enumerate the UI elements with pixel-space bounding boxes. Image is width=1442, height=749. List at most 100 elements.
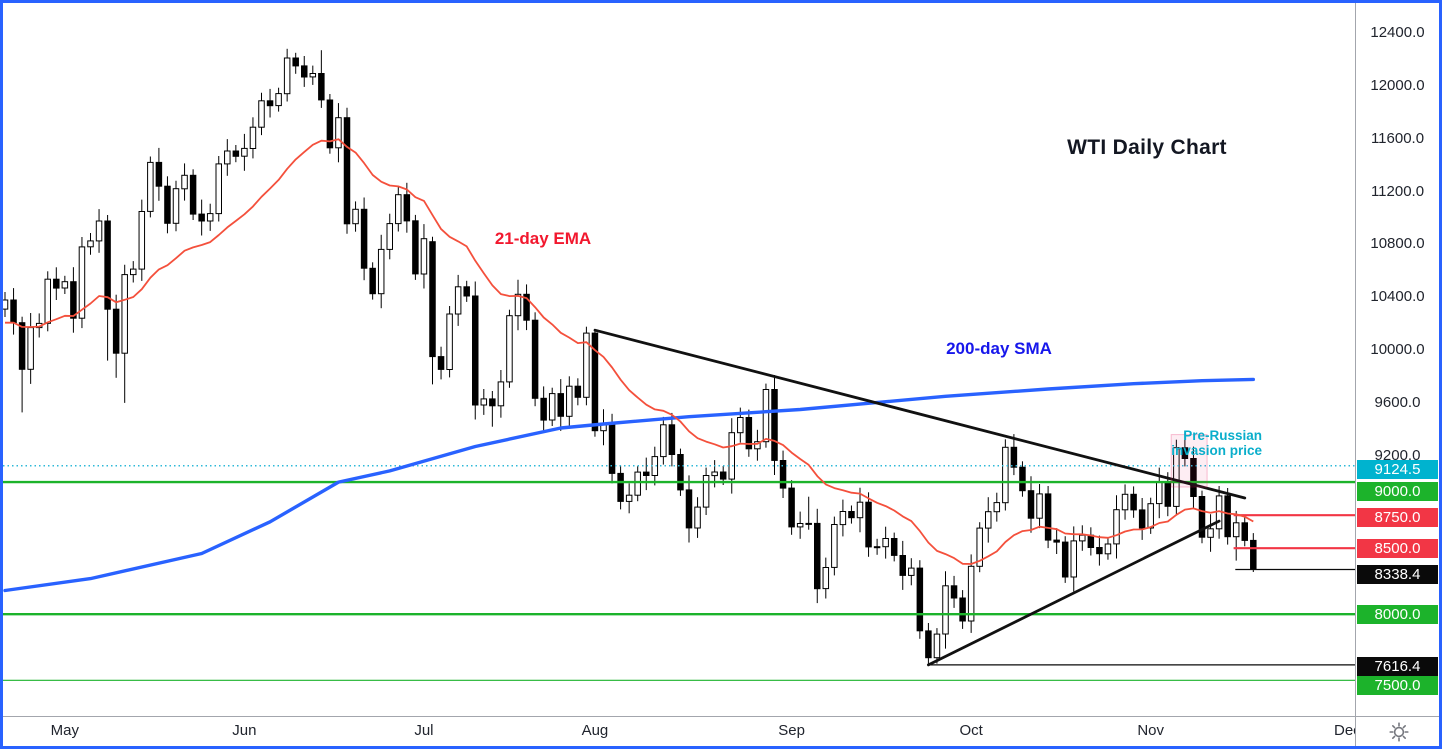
descending-trendline[interactable] bbox=[593, 328, 1247, 500]
candle-down bbox=[1198, 496, 1206, 538]
candle-up bbox=[1173, 447, 1180, 507]
candle-up bbox=[454, 286, 462, 315]
candle-down bbox=[301, 65, 308, 78]
ascending-trendline[interactable] bbox=[927, 519, 1221, 667]
candle-up bbox=[711, 471, 718, 477]
candle-down bbox=[1130, 493, 1137, 511]
candle-up bbox=[967, 565, 975, 622]
price-label-8000.0: 8000.0 bbox=[1357, 604, 1438, 624]
candle-up bbox=[831, 524, 838, 568]
candle-up bbox=[822, 567, 830, 590]
candle-down bbox=[1224, 495, 1231, 538]
candle-down bbox=[369, 267, 376, 295]
candle-up bbox=[548, 393, 556, 421]
candle-up bbox=[147, 161, 154, 212]
candle-down bbox=[155, 161, 163, 187]
y-axis-tick-11200: 11200.0 bbox=[1370, 182, 1425, 200]
price-axis[interactable]: 12400.0 12000.0 11600.0 11200.0 10800.0 10400… bbox=[1356, 3, 1439, 716]
y-axis-tick-10800: 10800.0 bbox=[1370, 235, 1425, 253]
candle-down bbox=[198, 213, 205, 222]
candle-up bbox=[352, 208, 359, 225]
candle-up bbox=[694, 506, 701, 529]
candle-down bbox=[489, 398, 496, 407]
candle-up bbox=[1036, 493, 1043, 519]
candle-up bbox=[1070, 540, 1077, 578]
candle-up bbox=[856, 501, 864, 519]
candle-down bbox=[719, 471, 727, 480]
candle-up bbox=[249, 126, 257, 149]
candle-down bbox=[1250, 539, 1257, 571]
y-axis-tick-10400: 10400.0 bbox=[1370, 288, 1425, 306]
candle-up bbox=[1104, 543, 1112, 555]
candle-down bbox=[1019, 466, 1026, 492]
candle-up bbox=[78, 246, 86, 319]
chart-plot-pane[interactable]: WTI Daily Chart 21-day EMA 200-day SMA P… bbox=[3, 3, 1355, 716]
candle-up bbox=[206, 213, 214, 222]
candle-up bbox=[737, 417, 744, 434]
candle-up bbox=[1232, 522, 1240, 538]
candle-down bbox=[865, 501, 872, 548]
candle-up bbox=[27, 327, 34, 370]
candle-down bbox=[557, 393, 564, 417]
candle-down bbox=[617, 472, 624, 502]
candle-up bbox=[754, 441, 761, 450]
sma-200-line[interactable] bbox=[3, 377, 1256, 593]
candle-up bbox=[420, 238, 428, 275]
candle-up bbox=[309, 73, 317, 78]
candle-up bbox=[762, 389, 770, 443]
month-label-aug: Aug bbox=[581, 722, 609, 739]
candle-down bbox=[677, 454, 684, 491]
candle-up bbox=[702, 475, 710, 508]
candle-up bbox=[993, 502, 1001, 513]
candle-down bbox=[1164, 481, 1172, 507]
candle-up bbox=[908, 567, 915, 576]
candle-up bbox=[933, 633, 941, 659]
candle-up bbox=[1079, 534, 1086, 542]
candle-up bbox=[796, 523, 804, 528]
price-chart[interactable] bbox=[3, 3, 1355, 716]
candle-down bbox=[1061, 541, 1069, 578]
candle-down bbox=[959, 597, 966, 622]
candle-down bbox=[899, 555, 906, 576]
axis-settings-corner[interactable] bbox=[1356, 717, 1439, 746]
candle-up bbox=[215, 163, 222, 215]
candle-down bbox=[643, 471, 650, 477]
candle-up bbox=[377, 248, 385, 295]
candle-down bbox=[463, 286, 470, 297]
month-label-oct: Oct bbox=[959, 722, 983, 739]
candle-up bbox=[1207, 528, 1214, 538]
candle-up bbox=[583, 332, 590, 398]
candle-up bbox=[839, 511, 847, 526]
candle-up bbox=[224, 150, 231, 165]
candle-down bbox=[437, 356, 445, 370]
time-axis[interactable]: May Jun Jul Aug Sep Oct Nov Dec bbox=[3, 717, 1355, 746]
price-label-9124.5: 9124.5 bbox=[1357, 460, 1438, 480]
pre-invasion-price-label: Pre-Russian invasion price bbox=[1171, 428, 1262, 458]
candle-down bbox=[318, 73, 325, 101]
candle-down bbox=[1027, 490, 1035, 519]
candle-up bbox=[660, 424, 667, 458]
candle-up bbox=[258, 100, 265, 128]
candle-down bbox=[890, 538, 898, 556]
month-label-nov: Nov bbox=[1137, 722, 1165, 739]
settings-gear-icon[interactable] bbox=[1387, 720, 1411, 744]
breakout-highlight-box[interactable] bbox=[1170, 434, 1208, 488]
candle-up bbox=[44, 278, 51, 324]
ema-21-line[interactable] bbox=[5, 138, 1254, 565]
candle-down bbox=[1087, 534, 1095, 549]
candle-up bbox=[805, 522, 812, 525]
candle-down bbox=[429, 241, 436, 358]
y-axis-tick-11600: 11600.0 bbox=[1370, 129, 1425, 147]
candle-up bbox=[386, 223, 393, 250]
candle-up bbox=[3, 299, 9, 310]
candle-down bbox=[266, 100, 274, 107]
candle-up bbox=[181, 174, 188, 190]
month-label-may: May bbox=[50, 722, 80, 739]
candle-down bbox=[1190, 458, 1197, 497]
candle-up bbox=[1002, 446, 1009, 504]
candle-down bbox=[668, 424, 676, 455]
price-label-7500.0: 7500.0 bbox=[1357, 676, 1438, 696]
candle-down bbox=[70, 281, 77, 319]
candle-up bbox=[728, 432, 735, 480]
